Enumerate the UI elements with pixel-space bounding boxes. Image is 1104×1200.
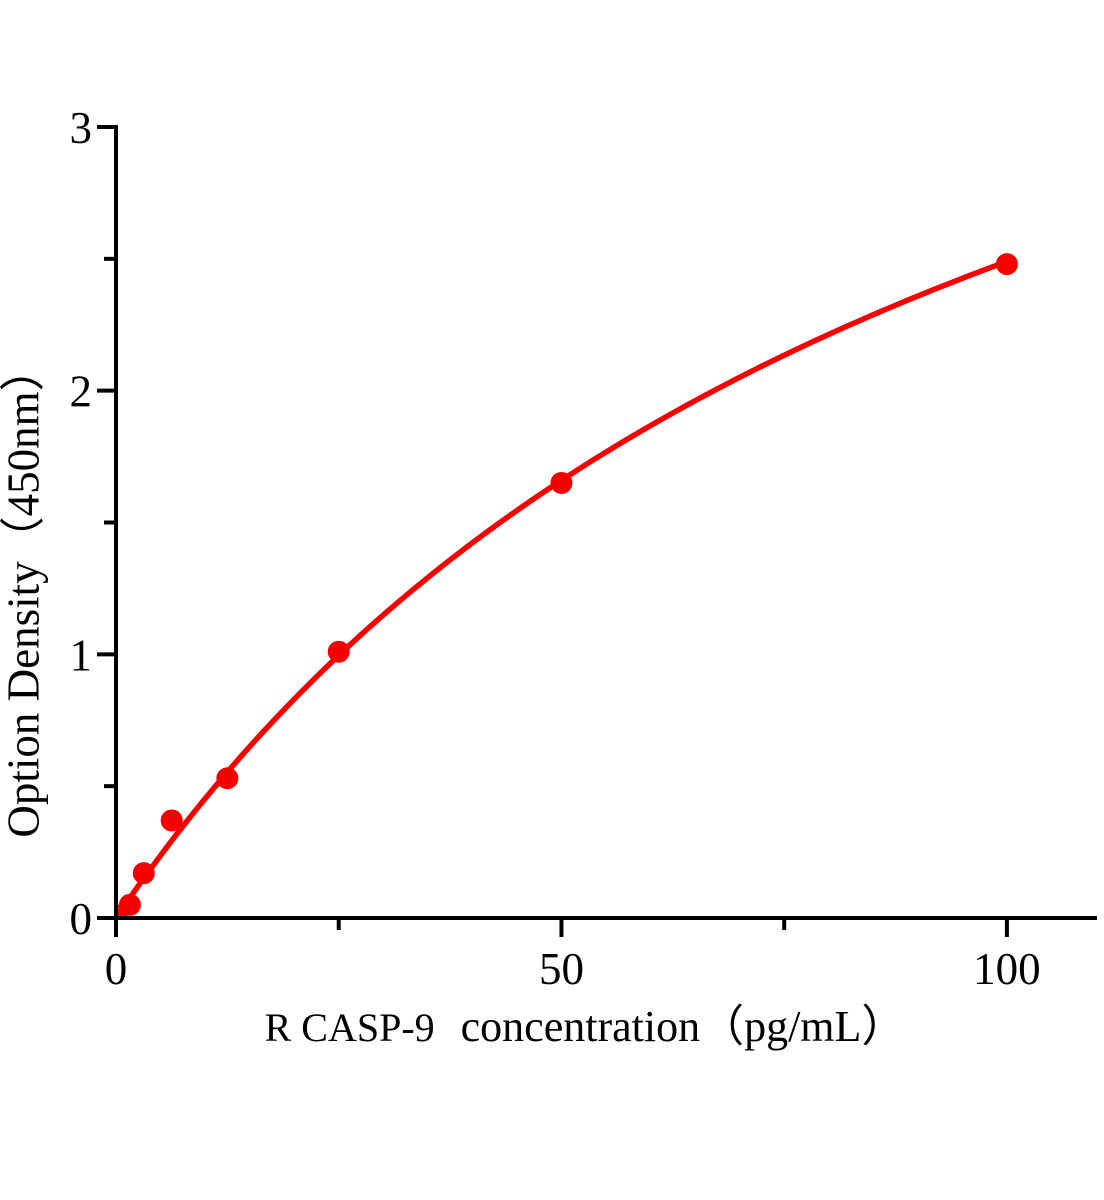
y-tick-label: 0	[70, 894, 93, 944]
y-tick-label: 3	[70, 103, 93, 153]
fit-curve	[116, 258, 1010, 918]
x-axis-title-unit: concentration（pg/mL）	[460, 1002, 906, 1051]
data-point	[160, 809, 183, 832]
x-axis-title: R CASP-9 concentration（pg/mL）	[265, 1005, 906, 1049]
x-axis-title-analyte: R CASP-9	[264, 1005, 435, 1050]
y-tick-label: 2	[70, 367, 93, 417]
data-point	[118, 893, 141, 916]
data-point	[132, 862, 155, 885]
x-tick-label: 50	[539, 944, 584, 994]
plot-area	[116, 253, 1018, 918]
y-tick-label: 1	[70, 630, 93, 680]
x-tick-label: 100	[973, 944, 1041, 994]
data-point	[216, 767, 239, 790]
y-axis-title: Option Density（450nm）	[0, 346, 49, 838]
data-point	[995, 253, 1018, 276]
x-tick-label: 0	[105, 944, 128, 994]
data-point	[327, 640, 350, 663]
data-point	[550, 471, 573, 494]
